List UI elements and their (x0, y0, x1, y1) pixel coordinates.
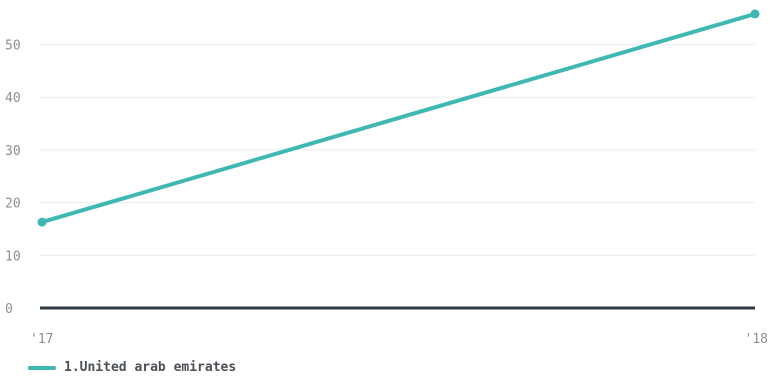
y-tick-label-10: 10 (5, 249, 21, 264)
legend-label: 1.United arab emirates (64, 360, 237, 375)
x-tick-label-1: '18 (745, 332, 768, 347)
legend-swatch (28, 365, 56, 370)
data-point-0-1 (750, 9, 760, 19)
y-tick-label-30: 30 (5, 144, 21, 159)
data-point-0-0 (37, 217, 47, 227)
y-tick-label-0: 0 (5, 302, 13, 317)
y-tick-label-40: 40 (5, 91, 21, 106)
y-tick-label-20: 20 (5, 197, 21, 212)
x-tick-label-0: '17 (30, 332, 53, 347)
series-line-0 (40, 11, 757, 225)
y-tick-label-50: 50 (5, 39, 21, 54)
legend: 1.United arab emirates (28, 360, 236, 375)
